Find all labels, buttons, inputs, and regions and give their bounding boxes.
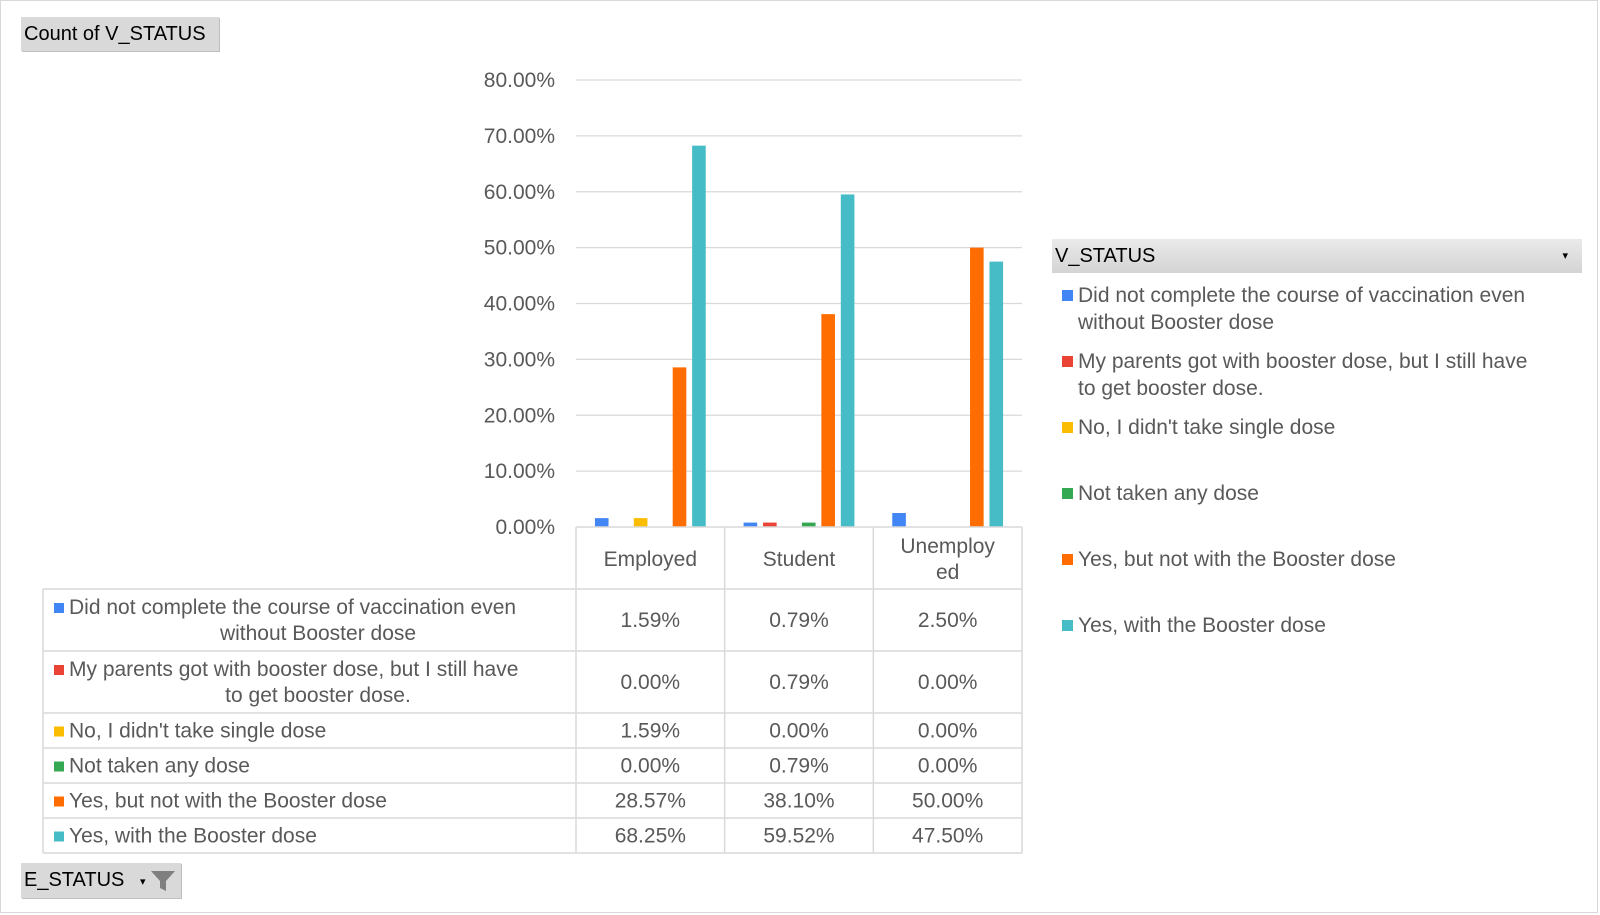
bar [594, 518, 609, 527]
y-tick-label: 60.00% [484, 181, 555, 204]
filter-field-button[interactable]: E_STATUS ▾ [21, 863, 181, 898]
series-label: No, I didn't take single dose [69, 720, 326, 743]
legend-item: My parents got with booster dose, but I … [1062, 348, 1582, 402]
category-label: Student [763, 548, 836, 571]
data-value: 50.00% [912, 790, 983, 813]
bar [801, 522, 816, 527]
value-field-label: Count of V_STATUS [24, 23, 206, 45]
legend-label: My parents got with booster dose, but I … [1078, 350, 1528, 400]
legend-item: Yes, with the Booster dose [1062, 612, 1582, 639]
bar [692, 145, 706, 527]
data-value: 1.59% [621, 720, 681, 743]
bar [840, 194, 855, 527]
legend-swatch [1062, 554, 1073, 565]
data-value: 68.25% [615, 825, 686, 848]
series-swatch [54, 761, 64, 772]
data-value: 0.00% [918, 720, 978, 743]
series-label: Did not complete the course of vaccinati… [69, 596, 516, 619]
data-value: 0.79% [769, 755, 829, 778]
y-tick-label: 70.00% [484, 125, 555, 148]
data-value: 0.00% [621, 755, 681, 778]
series-swatch [54, 796, 64, 807]
series-swatch [54, 603, 64, 613]
legend-label: No, I didn't take single dose [1078, 416, 1336, 439]
y-tick-label: 30.00% [484, 348, 555, 371]
bar [892, 513, 906, 527]
legend-field-button[interactable]: V_STATUS ▾ [1052, 239, 1582, 273]
data-value: 0.00% [918, 755, 978, 778]
y-tick-label: 40.00% [484, 293, 555, 316]
bar [763, 522, 777, 527]
bar [970, 247, 984, 527]
legend-swatch [1062, 488, 1073, 499]
legend-field-label: V_STATUS [1055, 245, 1156, 267]
bar [672, 367, 687, 527]
series-label: Yes, but not with the Booster dose [69, 790, 387, 813]
category-label: ed [936, 561, 959, 584]
series-label: Yes, with the Booster dose [69, 825, 317, 848]
y-tick-label: 0.00% [495, 516, 555, 539]
y-tick-label: 20.00% [484, 404, 555, 427]
data-value: 0.79% [769, 671, 829, 694]
legend-item: Yes, but not with the Booster dose [1062, 546, 1582, 573]
legend-swatch [1062, 290, 1073, 301]
data-value: 38.10% [763, 790, 834, 813]
bar [989, 261, 1004, 527]
series-swatch [54, 665, 64, 675]
y-tick-label: 80.00% [484, 69, 555, 92]
y-tick-label: 50.00% [484, 237, 555, 260]
bar [743, 522, 758, 527]
series-label: Not taken any dose [69, 755, 250, 778]
bar [633, 518, 648, 527]
data-value: 59.52% [763, 825, 834, 848]
legend-label: Not taken any dose [1078, 482, 1259, 505]
legend-swatch [1062, 422, 1073, 433]
bar [821, 314, 835, 527]
y-tick-label: 10.00% [484, 460, 555, 483]
series-swatch [54, 831, 64, 842]
data-value: 0.00% [621, 671, 681, 694]
data-value: 28.57% [615, 790, 686, 813]
legend-label: Yes, with the Booster dose [1078, 614, 1326, 637]
legend-swatch [1062, 356, 1073, 367]
legend-label: Did not complete the course of vaccinati… [1078, 284, 1526, 334]
category-label: Unemploy [900, 535, 995, 558]
legend-swatch [1062, 620, 1073, 631]
category-label: Employed [604, 548, 697, 571]
data-value: 0.79% [769, 609, 829, 632]
dropdown-arrow-icon[interactable]: ▾ [140, 876, 146, 888]
legend-item: Not taken any dose [1062, 480, 1582, 507]
dropdown-arrow-icon[interactable]: ▾ [1562, 250, 1568, 262]
series-label: to get booster dose. [225, 684, 411, 707]
data-value: 0.00% [918, 671, 978, 694]
data-value: 1.59% [621, 609, 681, 632]
value-field-button[interactable]: Count of V_STATUS [21, 17, 219, 51]
data-value: 47.50% [912, 825, 983, 848]
legend-item: Did not complete the course of vaccinati… [1062, 282, 1582, 336]
legend-item: No, I didn't take single dose [1062, 414, 1582, 441]
filter-funnel-icon[interactable] [149, 869, 177, 893]
data-value: 2.50% [918, 609, 978, 632]
series-label: My parents got with booster dose, but I … [69, 658, 518, 681]
series-label: without Booster dose [219, 622, 416, 645]
data-value: 0.00% [769, 720, 829, 743]
filter-field-label: E_STATUS [24, 869, 125, 891]
legend-label: Yes, but not with the Booster dose [1078, 548, 1396, 571]
series-swatch [54, 726, 64, 737]
